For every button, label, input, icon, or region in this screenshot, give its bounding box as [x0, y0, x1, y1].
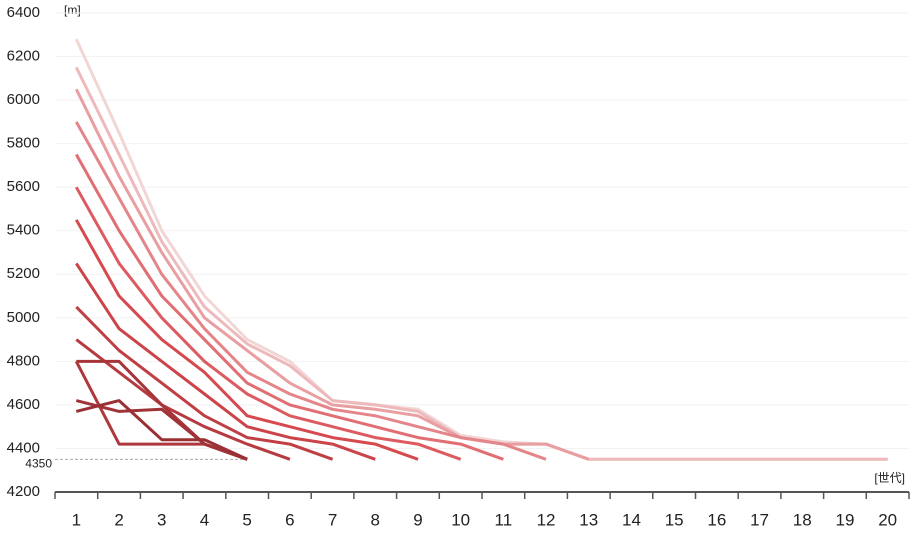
y-tick-label: 6000 — [7, 91, 40, 108]
x-tick-label: 2 — [114, 510, 123, 529]
x-tick-label: 5 — [242, 510, 251, 529]
y-tick-label: 6400 — [7, 4, 40, 21]
y-tick-label: 4400 — [7, 439, 40, 456]
series-line — [75, 399, 248, 461]
y-tick-label: 5200 — [7, 265, 40, 282]
x-tick-label: 9 — [413, 510, 422, 529]
y-tick-label: 6200 — [7, 48, 40, 65]
series-line — [75, 262, 376, 461]
x-tick-label: 13 — [579, 510, 598, 529]
x-tick-label: 17 — [750, 510, 769, 529]
y-tick-label: 5800 — [7, 135, 40, 152]
x-tick-label: 10 — [451, 510, 470, 529]
series-line — [74, 121, 547, 461]
x-tick-label: 19 — [835, 510, 854, 529]
y-axis-label: [m] — [64, 3, 81, 17]
x-tick-label: 16 — [707, 510, 726, 529]
series-line — [75, 399, 248, 461]
series-line — [74, 186, 462, 461]
x-tick-label: 4 — [200, 510, 209, 529]
y-tick-label: 5400 — [7, 222, 40, 239]
x-tick-label: 18 — [793, 510, 812, 529]
x-tick-label: 12 — [537, 510, 556, 529]
series-line — [74, 66, 888, 461]
x-tick-label: 8 — [371, 510, 380, 529]
series-line — [74, 38, 888, 461]
x-tick-label: 11 — [495, 510, 513, 529]
x-tick-label: 6 — [285, 510, 294, 529]
reference-label: 4350 — [25, 457, 52, 471]
x-tick-label: 14 — [622, 510, 641, 529]
y-tick-label: 4200 — [7, 483, 40, 500]
series-line — [75, 338, 291, 461]
x-tick-label: 1 — [72, 510, 81, 529]
y-tick-label: 5000 — [7, 309, 40, 326]
x-tick-label: 7 — [328, 510, 337, 529]
x-tick-label: 20 — [878, 510, 897, 529]
y-tick-label: 5600 — [7, 178, 40, 195]
x-tick-label: 3 — [157, 510, 166, 529]
y-tick-label: 4600 — [7, 396, 40, 413]
x-tick-label: 15 — [665, 510, 684, 529]
series-line — [74, 153, 504, 461]
series-line — [74, 219, 419, 461]
x-axis-label: [世代] — [874, 471, 905, 485]
y-tick-label: 4800 — [7, 352, 40, 369]
series-line — [75, 305, 334, 461]
